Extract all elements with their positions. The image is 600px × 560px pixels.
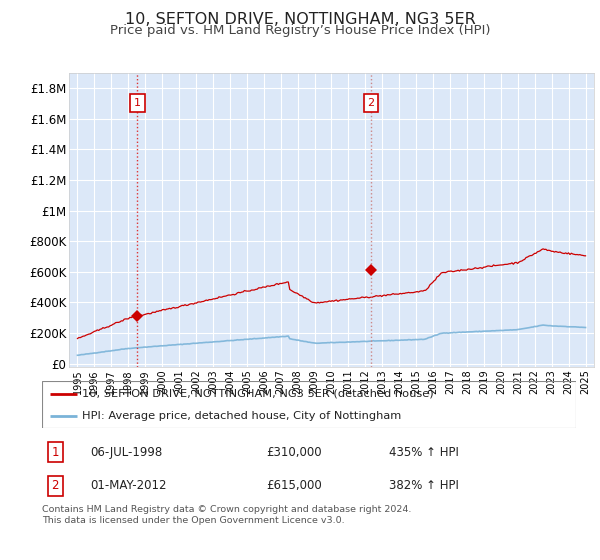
Text: Price paid vs. HM Land Registry’s House Price Index (HPI): Price paid vs. HM Land Registry’s House … — [110, 24, 490, 37]
Text: 10, SEFTON DRIVE, NOTTINGHAM, NG3 5ER (detached house): 10, SEFTON DRIVE, NOTTINGHAM, NG3 5ER (d… — [82, 389, 434, 399]
Text: 1: 1 — [134, 98, 141, 108]
Text: 2: 2 — [367, 98, 374, 108]
Text: 10, SEFTON DRIVE, NOTTINGHAM, NG3 5ER: 10, SEFTON DRIVE, NOTTINGHAM, NG3 5ER — [125, 12, 475, 27]
Text: £310,000: £310,000 — [266, 446, 322, 459]
Text: Contains HM Land Registry data © Crown copyright and database right 2024.
This d: Contains HM Land Registry data © Crown c… — [42, 505, 412, 525]
Text: 382% ↑ HPI: 382% ↑ HPI — [389, 479, 459, 492]
Text: HPI: Average price, detached house, City of Nottingham: HPI: Average price, detached house, City… — [82, 410, 401, 421]
Text: 06-JUL-1998: 06-JUL-1998 — [90, 446, 163, 459]
Text: 1: 1 — [52, 446, 59, 459]
Text: 435% ↑ HPI: 435% ↑ HPI — [389, 446, 459, 459]
Text: £615,000: £615,000 — [266, 479, 322, 492]
Text: 2: 2 — [52, 479, 59, 492]
Text: 01-MAY-2012: 01-MAY-2012 — [90, 479, 167, 492]
